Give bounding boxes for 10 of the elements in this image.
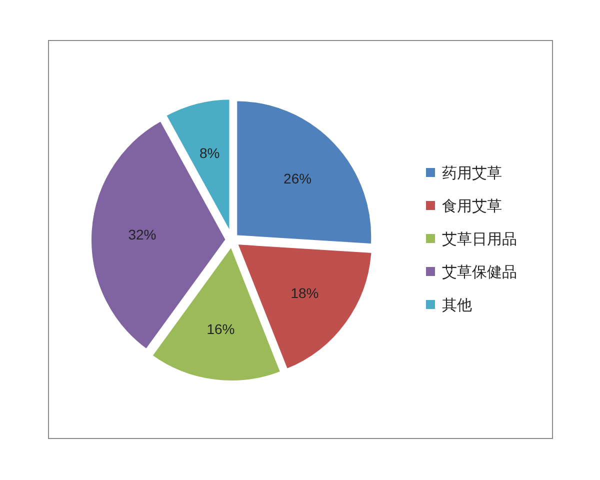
data-label: 18% (290, 284, 319, 301)
legend-label: 其他 (442, 297, 472, 314)
legend-label: 艾草保健品 (442, 264, 517, 281)
legend-label: 药用艾草 (442, 165, 502, 182)
data-label: 26% (284, 170, 312, 186)
legend-label: 食用艾草 (442, 198, 502, 215)
data-label: 16% (206, 321, 235, 338)
legend-label: 艾草日用品 (442, 231, 517, 248)
data-label: 32% (128, 226, 156, 242)
data-label: 8% (200, 144, 220, 161)
